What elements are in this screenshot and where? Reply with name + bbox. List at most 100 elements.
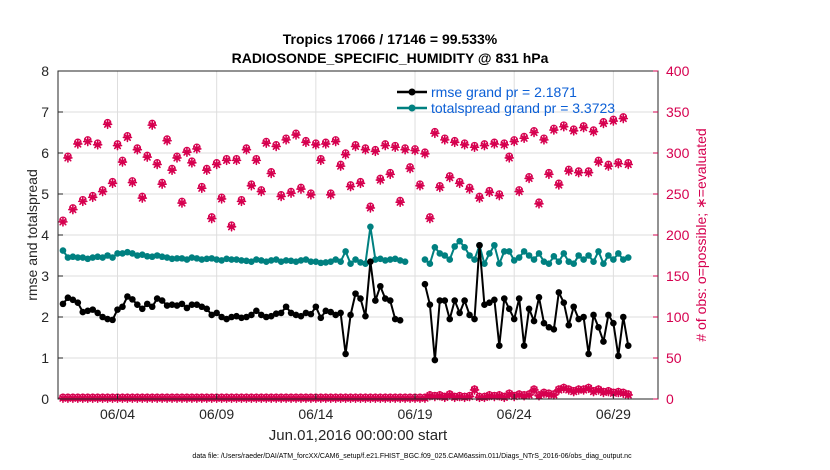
obs-evaluated-marker bbox=[524, 173, 534, 184]
rmse-point bbox=[461, 297, 468, 304]
rmse-point bbox=[505, 305, 513, 313]
rmse-point bbox=[272, 310, 280, 318]
y2-tick-label: 150 bbox=[666, 268, 690, 284]
rmse-point bbox=[520, 342, 528, 350]
totalspread-point bbox=[198, 256, 206, 263]
x-tick-label: 06/19 bbox=[398, 406, 433, 422]
rmse-point bbox=[481, 301, 488, 309]
y-tick-label: 2 bbox=[41, 309, 49, 325]
rmse-point bbox=[610, 319, 617, 327]
totalspread-point bbox=[74, 254, 82, 261]
obs-evaluated-marker bbox=[246, 181, 257, 191]
totalspread-point bbox=[297, 257, 305, 264]
x-tick-label: 06/04 bbox=[100, 406, 135, 422]
rmse-point bbox=[243, 313, 250, 321]
obs-evaluated-marker bbox=[251, 155, 262, 166]
obs-evaluated-marker bbox=[102, 119, 113, 130]
obs-evaluated-marker bbox=[266, 393, 277, 403]
rmse-point bbox=[59, 300, 67, 308]
totalspread-point bbox=[555, 258, 563, 265]
totalspread-point bbox=[525, 252, 533, 259]
totalspread-point bbox=[505, 248, 513, 255]
obs-evaluated-marker bbox=[301, 393, 311, 403]
totalspread-point bbox=[327, 258, 335, 265]
rmse-point bbox=[347, 311, 354, 319]
rmse-point bbox=[163, 302, 171, 309]
obs-evaluated-marker bbox=[340, 393, 351, 403]
totalspread-point bbox=[153, 252, 161, 259]
totalspread-point bbox=[89, 254, 97, 261]
totalspread-point bbox=[461, 244, 468, 251]
obs-evaluated-marker bbox=[122, 132, 133, 143]
obs-evaluated-marker bbox=[370, 146, 381, 157]
rmse-point bbox=[193, 301, 201, 309]
obs-evaluated-marker bbox=[276, 191, 286, 202]
rmse-point bbox=[367, 258, 374, 265]
rmse-point bbox=[357, 295, 364, 302]
rmse-point bbox=[213, 309, 220, 317]
rmse-point bbox=[510, 315, 518, 323]
obs-evaluated-marker bbox=[474, 193, 485, 203]
rmse-point bbox=[436, 297, 444, 304]
y2-tick-label: 100 bbox=[666, 309, 690, 325]
obs-evaluated-marker bbox=[613, 387, 624, 398]
totalspread-point bbox=[69, 253, 77, 261]
obs-evaluated-marker bbox=[355, 178, 366, 189]
obs-evaluated-marker bbox=[147, 393, 158, 403]
rmse-point bbox=[466, 311, 473, 319]
rmse-point bbox=[208, 311, 216, 319]
obs-evaluated-marker bbox=[479, 140, 490, 151]
totalspread-point bbox=[595, 248, 602, 255]
rmse-point bbox=[104, 315, 111, 323]
obs-evaluated-marker bbox=[211, 159, 222, 170]
y2-tick-label: 400 bbox=[666, 63, 690, 79]
totalspread-point bbox=[64, 254, 72, 261]
totalspread-point bbox=[322, 259, 330, 266]
rmse-point bbox=[94, 309, 101, 317]
rmse-point bbox=[456, 309, 463, 317]
rmse-point bbox=[138, 305, 146, 313]
rmse-point bbox=[431, 356, 439, 364]
y-tick-label: 8 bbox=[41, 63, 49, 79]
rmse-point bbox=[575, 315, 582, 323]
rmse-point bbox=[585, 350, 592, 358]
rmse-point bbox=[530, 317, 538, 325]
rmse-point bbox=[605, 311, 612, 319]
chart-subtitle: RADIOSONDE_SPECIFIC_HUMIDITY @ 831 hPa bbox=[232, 50, 549, 66]
totalspread-point bbox=[262, 258, 270, 265]
obs-evaluated-marker bbox=[241, 144, 252, 155]
y2-tick-label: 250 bbox=[666, 186, 690, 202]
obs-evaluated-marker bbox=[306, 393, 316, 403]
obs-evaluated-marker bbox=[97, 186, 108, 197]
obs-evaluated-marker bbox=[221, 393, 232, 403]
totalspread-point bbox=[248, 258, 255, 265]
totalspread-point bbox=[605, 252, 612, 259]
totalspread-point bbox=[332, 256, 339, 263]
rmse-point bbox=[218, 313, 225, 321]
obs-evaluated-marker bbox=[291, 130, 301, 140]
obs-evaluated-marker bbox=[172, 153, 182, 163]
obs-evaluated-marker bbox=[554, 180, 564, 190]
totalspread-point bbox=[391, 255, 399, 263]
obs-evaluated-marker bbox=[573, 167, 584, 178]
rmse-point bbox=[228, 313, 235, 321]
rmse-point bbox=[129, 296, 136, 303]
obs-evaluated-marker bbox=[529, 385, 539, 395]
totalspread-point bbox=[84, 255, 92, 263]
obs-evaluated-marker bbox=[112, 140, 123, 151]
rmse-point bbox=[550, 326, 558, 333]
rmse-point bbox=[267, 312, 275, 320]
rmse-point bbox=[287, 309, 295, 317]
totalspread-point bbox=[496, 260, 503, 268]
obs-evaluated-marker bbox=[92, 140, 103, 150]
totalspread-point bbox=[396, 257, 404, 264]
rmse-point bbox=[525, 305, 533, 313]
obs-evaluated-marker bbox=[58, 217, 68, 227]
obs-evaluated-marker bbox=[147, 120, 158, 130]
obs-evaluated-marker bbox=[390, 142, 400, 153]
obs-evaluated-marker bbox=[534, 199, 544, 209]
obs-evaluated-marker bbox=[82, 136, 93, 147]
obs-evaluated-marker bbox=[504, 153, 515, 163]
obs-evaluated-marker bbox=[261, 138, 272, 148]
